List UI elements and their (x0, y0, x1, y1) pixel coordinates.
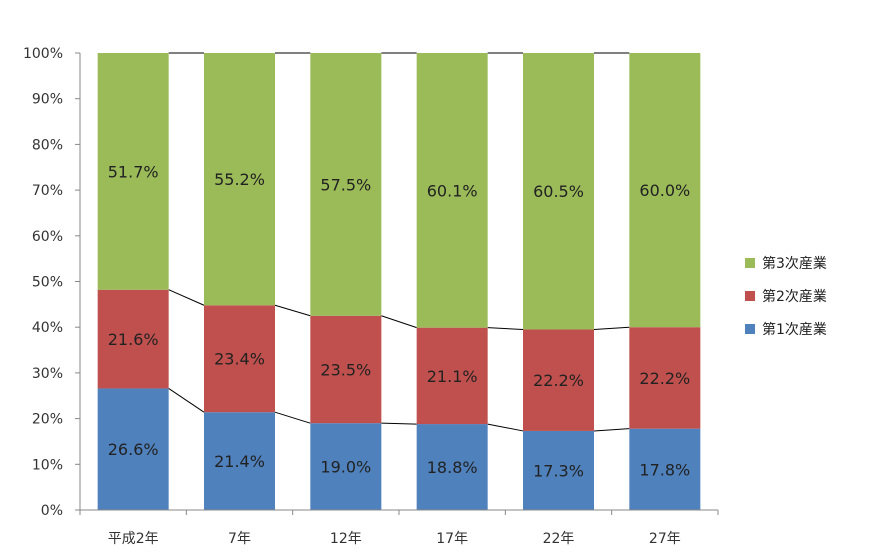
y-tick-label: 50% (32, 275, 63, 291)
bar-segment-3-2 (204, 53, 275, 306)
data-label: 60.5% (533, 182, 584, 201)
data-label: 17.8% (639, 460, 690, 479)
data-label: 51.7% (108, 163, 159, 182)
bar-segment-1-6 (629, 428, 701, 510)
bar-segment-1-5 (523, 430, 594, 510)
x-axis-category-labels: 平成2年 7年 12年 17年 22年 27年 (108, 531, 681, 547)
series-lines (168, 52, 630, 432)
x-category-label: 17年 (436, 531, 468, 547)
series-line (381, 422, 417, 425)
x-category-label: 7年 (228, 531, 251, 547)
bar-segment-3-6 (629, 53, 701, 328)
y-tick-label: 100% (23, 46, 63, 62)
series-line (168, 388, 205, 413)
data-label: 55.2% (214, 170, 265, 189)
data-label: 22.2% (639, 369, 690, 388)
series-line (593, 428, 630, 432)
y-tick-label: 30% (32, 366, 63, 382)
series-line (274, 304, 311, 317)
bar-segment-2-5 (523, 329, 594, 431)
series-line (274, 411, 311, 424)
data-label: 23.4% (214, 350, 265, 369)
y-tick-label: 20% (32, 412, 63, 428)
x-category-label: 平成2年 (108, 531, 159, 547)
data-label: 23.5% (320, 360, 371, 379)
bar-segment-1-1 (97, 388, 169, 510)
bar-segment-1-2 (204, 412, 275, 510)
bar-segment-1-4 (416, 424, 488, 510)
bar-segment-2-6 (629, 327, 701, 429)
data-labels: 26.6% 21.6% 51.7% 21.4% 23.4% 55.2% 19.0% 23.5%… (108, 163, 690, 481)
y-tick-label: 60% (32, 229, 63, 245)
legend-label: 第2次産業 (762, 288, 827, 305)
data-label: 22.2% (533, 371, 584, 390)
x-category-label: 22年 (543, 531, 575, 547)
series-line (487, 423, 524, 432)
x-category-label: 27年 (649, 531, 681, 547)
legend-swatch (745, 324, 755, 334)
y-tick-label: 90% (32, 92, 63, 108)
y-axis-ticks: 0% 10% 20% 30% 40% 50% 60% 70% 80% 90% 100% (23, 46, 80, 519)
bar-segment-3-5 (523, 53, 594, 330)
data-label: 21.6% (108, 330, 159, 349)
bars (97, 53, 701, 510)
data-label: 17.3% (533, 461, 584, 480)
series-line (487, 327, 524, 330)
bar-segment-2-1 (97, 289, 169, 389)
y-tick-label: 70% (32, 183, 63, 199)
series-line (381, 315, 417, 329)
data-label: 21.4% (214, 452, 265, 471)
y-tick-label: 40% (32, 320, 63, 336)
y-tick-label: 10% (32, 457, 63, 473)
bar-segment-3-4 (416, 53, 488, 328)
bar-segment-1-3 (310, 423, 382, 510)
x-category-label: 12年 (330, 531, 362, 547)
legend-swatch (745, 291, 755, 301)
y-tick-label: 0% (41, 503, 63, 519)
data-label: 18.8% (427, 458, 478, 477)
data-label: 21.1% (427, 367, 478, 386)
bar-segment-3-1 (97, 53, 169, 290)
data-label: 19.0% (320, 458, 371, 477)
data-label: 26.6% (108, 440, 159, 459)
bar-segment-2-3 (310, 315, 382, 424)
data-label: 60.0% (639, 181, 690, 200)
axes (79, 53, 719, 515)
bar-segment-3-3 (310, 53, 382, 316)
legend-label: 第3次産業 (762, 255, 827, 272)
legend-label: 第1次産業 (762, 321, 827, 338)
series-line (168, 289, 205, 306)
series-line (593, 326, 630, 330)
data-label: 57.5% (320, 175, 371, 194)
bar-segment-2-2 (204, 305, 275, 413)
data-label: 60.1% (427, 181, 478, 200)
bar-segment-2-4 (416, 327, 488, 425)
legend-swatch (745, 258, 755, 268)
y-tick-label: 80% (32, 137, 63, 153)
